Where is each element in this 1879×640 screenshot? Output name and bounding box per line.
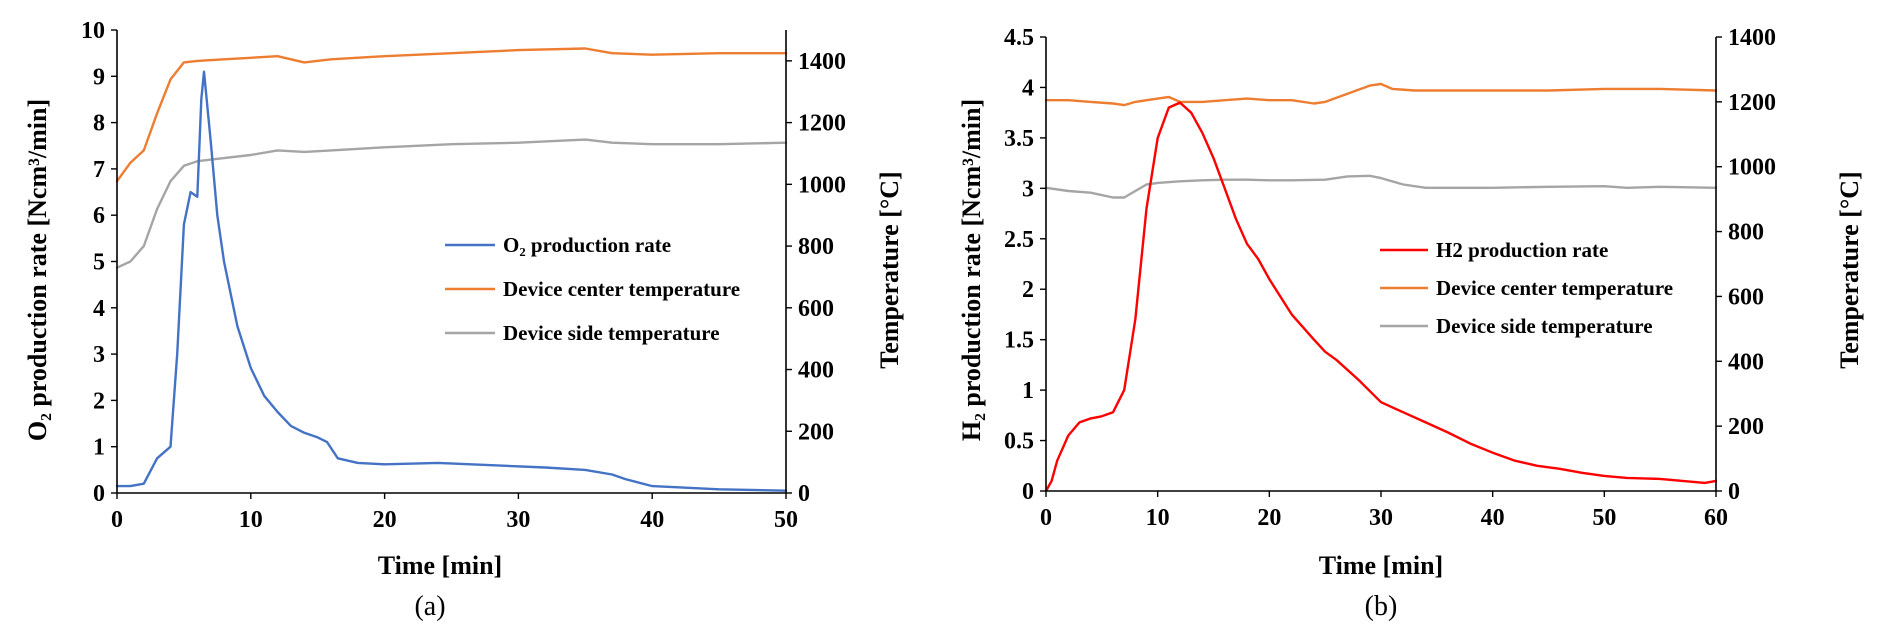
panel-a-ytick-left-label: 0 — [93, 481, 105, 507]
panel-b-axes: 0 10 20 30 40 50 6000.511.522.533.544.50200400… — [1004, 25, 1776, 531]
panel-b-ytick-left-label: 0.5 — [1004, 429, 1034, 455]
panel-b-plot — [1044, 82, 1718, 493]
panel-b-ytick-left-label: 1.5 — [1004, 328, 1034, 354]
panel-b-ytick-left-label: 2.5 — [1004, 227, 1034, 253]
panel-b-legend-label-0: H2 production rate — [1436, 238, 1608, 262]
panel-b-legend: H2 production rate Device center temperat… — [1380, 238, 1673, 338]
panel-a-ytick-right-label: 1000 — [798, 172, 846, 198]
panel-b-chart: H2 production rate Device center temperat… — [957, 25, 1864, 622]
panel-a-xtick-label: 0 — [111, 507, 123, 533]
panel-b-ytick-right-label: 1400 — [1728, 25, 1776, 51]
panel-b-xtick-label: 30 — [1369, 505, 1393, 531]
panel-a-ytick-right-label: 600 — [798, 296, 834, 322]
panel-b-ytick-right-label: 0 — [1728, 479, 1740, 505]
panel-b-ytick-left-label: 3 — [1022, 176, 1034, 202]
panel-a-ytick-right-label: 200 — [798, 419, 834, 445]
panel-a-ytick-left-label: 2 — [93, 388, 105, 414]
panel-a-legend-label-0: O₂ production rate — [503, 233, 671, 257]
panel-b-xtick-label: 20 — [1257, 505, 1281, 531]
panel-a-plot — [115, 47, 788, 492]
panel-a-ylabel-left: O₂ production rate [Ncm³/min] — [23, 99, 52, 441]
panel-a-legend: O₂ production rate Device center temperat… — [445, 233, 740, 345]
panel-a-ytick-left-label: 5 — [93, 250, 105, 276]
panel-a-ytick-left-label: 10 — [81, 18, 105, 44]
panel-a-ytick-right-label: 1400 — [798, 49, 846, 75]
panel-b-ytick-right-label: 600 — [1728, 284, 1764, 310]
panel-a-series-0-line — [115, 70, 788, 492]
panel-b-ylabel-right: Temperature [°C] — [1835, 171, 1864, 368]
panel-a-xlabel: Time [min] — [378, 551, 502, 580]
panel-b-xtick-label: 50 — [1592, 505, 1616, 531]
panel-a-ytick-left-label: 6 — [93, 203, 105, 229]
panel-a-ytick-right-label: 400 — [798, 358, 834, 384]
panel-b-ytick-right-label: 400 — [1728, 349, 1764, 375]
panel-b-ytick-left-label: 4 — [1022, 75, 1034, 101]
panel-a-ytick-left-label: 1 — [93, 435, 105, 461]
panel-b-xtick-label: 40 — [1481, 505, 1505, 531]
panel-b-series-1-line — [1044, 82, 1718, 107]
panel-b-ytick-right-label: 1200 — [1728, 90, 1776, 116]
panel-b-ytick-right-label: 800 — [1728, 220, 1764, 246]
panel-b-xtick-label: 60 — [1704, 505, 1728, 531]
panel-b-caption: (b) — [1365, 591, 1398, 622]
panel-a-ytick-left-label: 7 — [93, 157, 105, 183]
panel-a-legend-label-1: Device center temperature — [503, 277, 740, 301]
panel-a-legend-label-2: Device side temperature — [503, 321, 720, 345]
panel-a-series-2-line — [115, 138, 788, 269]
panel-b-ytick-left-label: 0 — [1022, 479, 1034, 505]
panel-a-caption: (a) — [414, 591, 445, 622]
panel-b-ytick-right-label: 1000 — [1728, 155, 1776, 181]
panel-b-series-0-line — [1044, 101, 1718, 493]
panel-b-ytick-left-label: 1 — [1022, 378, 1034, 404]
panel-b-series-2-line — [1044, 174, 1718, 199]
panel-a-ylabel-right: Temperature [°C] — [875, 171, 904, 368]
panel-a-xtick-label: 30 — [506, 507, 530, 533]
panel-b-legend-label-2: Device side temperature — [1436, 314, 1653, 338]
panel-a-ytick-left-label: 4 — [93, 296, 105, 322]
panel-b-xtick-label: 0 — [1040, 505, 1052, 531]
panel-a-ytick-left-label: 3 — [93, 342, 105, 368]
panel-b-legend-label-1: Device center temperature — [1436, 276, 1673, 300]
panel-a-xtick-label: 40 — [640, 507, 664, 533]
panel-b-ytick-left-label: 3.5 — [1004, 126, 1034, 152]
panel-a-ytick-right-label: 800 — [798, 234, 834, 260]
panel-b-ylabel-left: H₂ production rate [Ncm³/min] — [957, 99, 986, 441]
panel-a-ytick-left-label: 8 — [93, 111, 105, 137]
panel-a-xtick-label: 50 — [774, 507, 798, 533]
panel-b-ytick-left-label: 4.5 — [1004, 25, 1034, 51]
panel-b-ytick-right-label: 200 — [1728, 414, 1764, 440]
panel-b-xtick-label: 10 — [1146, 505, 1170, 531]
panel-b-ytick-left-label: 2 — [1022, 277, 1034, 303]
panel-a-ytick-right-label: 1200 — [798, 111, 846, 137]
panel-a-ytick-left-label: 9 — [93, 64, 105, 90]
panel-a-xtick-label: 20 — [373, 507, 397, 533]
panel-a-series-1-line — [115, 47, 788, 183]
panel-a-xtick-label: 10 — [239, 507, 263, 533]
panel-b-xlabel: Time [min] — [1319, 551, 1443, 580]
panel-a-axes: 0 10 20 30 40 5001234567891002004006008001000… — [81, 18, 846, 533]
panel-a-ytick-right-label: 0 — [798, 481, 810, 507]
panel-a-chart: O₂ production rate Device center temperat… — [23, 18, 904, 622]
